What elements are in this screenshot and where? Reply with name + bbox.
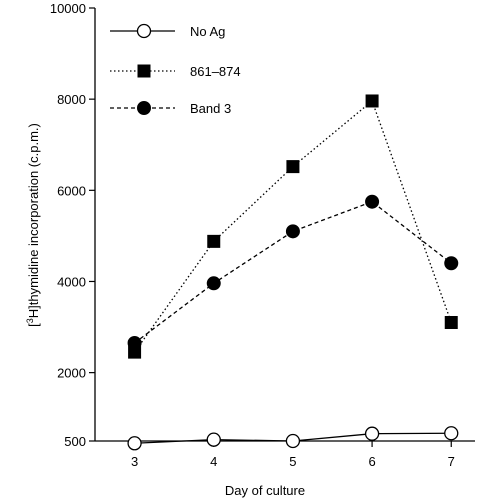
series-group (127, 94, 459, 451)
y-axis-ticks: 500 2000 4000 6000 8000 10000 (50, 1, 95, 449)
legend-label: Band 3 (190, 101, 231, 116)
series-0 (127, 426, 459, 451)
data-point (207, 234, 221, 248)
legend-item: Band 3 (110, 101, 231, 116)
axes (94, 8, 475, 442)
x-tick-label: 7 (448, 454, 455, 469)
data-point (365, 194, 380, 209)
y-tick-label: 500 (64, 434, 86, 449)
legend-label: 861–874 (190, 64, 241, 79)
y-tick-label: 6000 (57, 183, 86, 198)
x-tick-label: 4 (210, 454, 217, 469)
legend-item: 861–874 (110, 64, 241, 79)
y-axis-label: [3H]thymidine incorporation (c.p.m.) (25, 123, 41, 327)
data-point (364, 426, 380, 441)
series-line (134, 200, 452, 344)
x-tick-label: 3 (131, 454, 138, 469)
y-tick-label: 4000 (57, 274, 86, 289)
data-point (286, 160, 300, 174)
legend-label: No Ag (190, 24, 225, 39)
y-tick-label: 10000 (50, 1, 86, 16)
legend-marker (137, 64, 151, 78)
data-point (444, 315, 458, 329)
y-axis-label-rest: H]thymidine incorporation (c.p.m.) (26, 123, 41, 318)
y-axis-label-superscript: 3 (25, 318, 35, 323)
data-point (127, 336, 142, 351)
data-point (285, 433, 301, 449)
data-point (206, 432, 221, 447)
x-tick-label: 5 (289, 454, 296, 469)
y-axis-label-open: [ (26, 323, 41, 327)
x-axis-label: Day of culture (225, 483, 305, 498)
data-point (285, 224, 300, 239)
legend-marker (136, 23, 152, 39)
y-tick-label: 2000 (57, 366, 86, 381)
legend: No Ag 861–874 Band 3 (110, 23, 241, 116)
x-tick-label: 6 (368, 454, 375, 469)
series-2 (127, 194, 459, 351)
data-point (127, 436, 142, 451)
y-tick-label: 8000 (57, 92, 86, 107)
legend-marker (137, 101, 151, 115)
data-point (444, 426, 459, 441)
legend-item: No Ag (110, 23, 225, 39)
data-point (444, 256, 459, 271)
data-point (365, 94, 379, 108)
data-point (206, 276, 221, 291)
